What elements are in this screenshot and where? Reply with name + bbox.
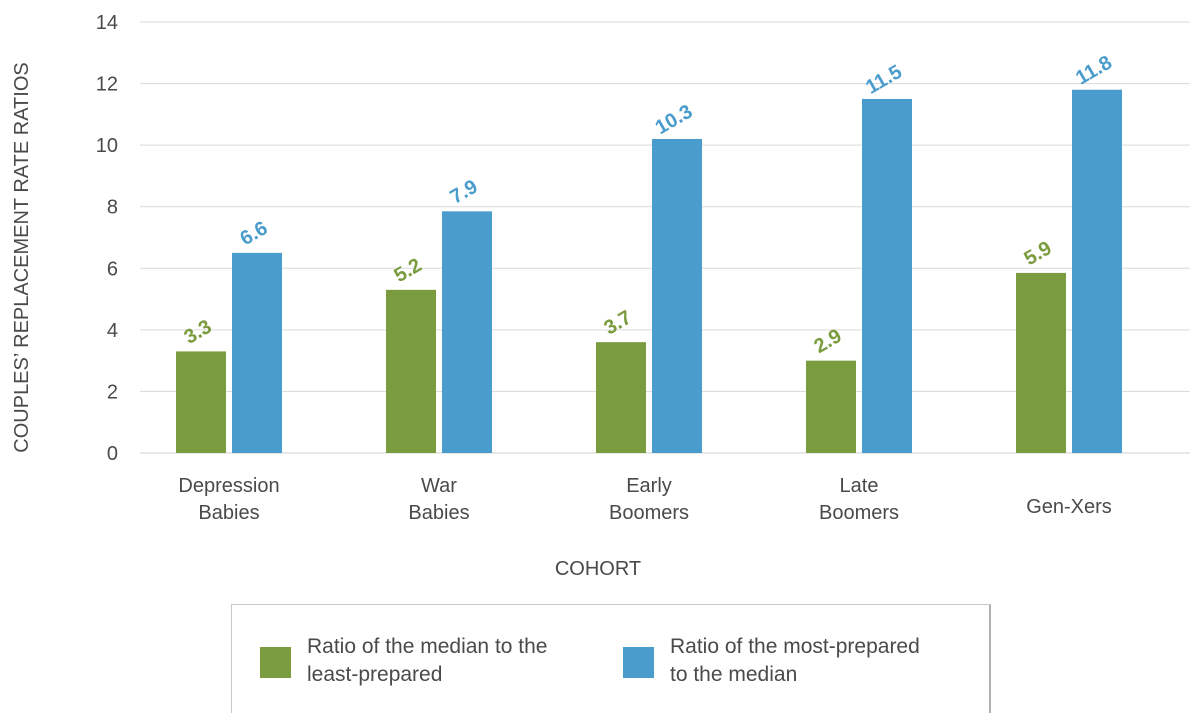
data-label: 10.3 — [652, 101, 697, 140]
bars — [176, 89, 1122, 453]
x-tick-label: Babies — [198, 502, 259, 524]
x-tick-label: Gen-Xers — [1026, 496, 1112, 518]
y-tick-label: 14 — [96, 12, 118, 34]
y-tick-label: 6 — [107, 258, 118, 280]
bar-most-median — [232, 252, 282, 453]
legend: Ratio of the median to the least-prepare… — [231, 604, 991, 713]
bar-most-median — [442, 211, 492, 453]
legend-label-median-least: Ratio of the median to the least-prepare… — [307, 635, 548, 686]
x-axis-label: COHORT — [555, 558, 641, 580]
data-labels: 3.36.65.27.93.710.32.911.55.911.8 — [180, 52, 1115, 358]
y-tick-label: 12 — [96, 74, 118, 96]
data-label: 11.5 — [862, 61, 906, 99]
bar-median-least — [1016, 272, 1066, 453]
x-tick-label: War — [421, 475, 457, 497]
x-tick-label: Depression — [178, 475, 279, 497]
data-label: 3.3 — [180, 316, 215, 349]
y-tick-label: 8 — [107, 197, 118, 219]
data-label: 7.9 — [446, 176, 481, 209]
bar-most-median — [1072, 89, 1122, 453]
x-tick-label: Early — [626, 475, 672, 497]
legend-item-most-median: Ratio of the most-prepared to the median — [623, 605, 920, 689]
legend-label-most-median: Ratio of the most-prepared to the median — [670, 635, 920, 686]
x-axis-ticks: Depression Babies War Babies Early Boomers Lat… — [178, 475, 1111, 524]
x-tick-label: Boomers — [609, 502, 689, 524]
x-tick-label: Boomers — [819, 502, 899, 524]
legend-item-median-least: Ratio of the median to the least-prepare… — [260, 605, 548, 689]
data-label: 6.6 — [236, 217, 271, 250]
bar-median-least — [596, 342, 646, 453]
bar-median-least — [806, 360, 856, 453]
y-axis-ticks: 0 2 4 6 8 10 12 14 — [96, 12, 118, 465]
data-label: 5.2 — [390, 254, 425, 287]
data-label: 3.7 — [600, 306, 635, 339]
y-tick-label: 10 — [96, 135, 118, 157]
y-tick-label: 2 — [107, 381, 118, 403]
y-tick-label: 4 — [107, 320, 118, 342]
y-tick-label: 0 — [107, 443, 118, 465]
bar-most-median — [652, 138, 702, 453]
data-label: 5.9 — [1020, 237, 1055, 270]
bar-median-least — [386, 289, 436, 453]
bar-most-median — [862, 98, 912, 453]
x-tick-label: Babies — [408, 502, 469, 524]
legend-swatch-green — [260, 647, 291, 678]
legend-swatch-blue — [623, 647, 654, 678]
y-axis-label: COUPLES’ REPLACEMENT RATE RATIOS — [11, 62, 33, 452]
x-tick-label: Late — [840, 475, 879, 497]
bar-median-least — [176, 351, 226, 453]
